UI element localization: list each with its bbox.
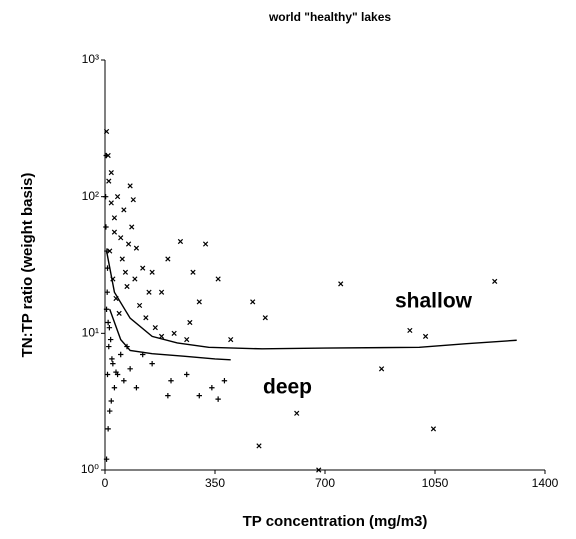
point <box>158 289 165 295</box>
point <box>492 278 498 284</box>
y-axis-label: TN:TP ratio (weight basis) <box>19 173 36 358</box>
point <box>422 333 429 340</box>
point <box>103 128 110 135</box>
point <box>103 306 110 312</box>
point <box>116 310 122 316</box>
x-axis-label: TP concentration (mg/m3) <box>243 513 428 530</box>
point <box>221 378 228 384</box>
point <box>209 385 215 391</box>
y-tick-label: 10³ <box>82 52 99 66</box>
point <box>133 385 140 391</box>
point <box>109 356 115 362</box>
point <box>103 224 109 230</box>
point <box>430 426 437 432</box>
point <box>107 336 114 343</box>
point <box>215 276 221 282</box>
fit-line <box>105 250 517 350</box>
point <box>108 169 114 176</box>
point <box>103 152 109 159</box>
point <box>106 343 112 350</box>
point <box>121 207 127 213</box>
point <box>102 193 109 200</box>
point <box>165 392 171 399</box>
shallow-label: shallow <box>395 290 473 313</box>
x-tick-label: 0 <box>102 476 109 490</box>
point <box>184 336 190 343</box>
point <box>110 360 116 367</box>
point <box>168 378 174 384</box>
point <box>146 289 152 295</box>
point <box>149 269 155 275</box>
point <box>124 283 130 290</box>
point <box>184 371 190 378</box>
point <box>202 241 209 247</box>
point <box>196 299 202 305</box>
point <box>190 269 196 275</box>
point <box>113 369 119 375</box>
point <box>104 289 110 295</box>
point <box>140 265 146 271</box>
point <box>108 398 114 404</box>
point <box>228 336 234 343</box>
deep-label: deep <box>263 376 312 399</box>
point <box>196 392 202 399</box>
point <box>262 315 268 321</box>
point <box>108 200 114 206</box>
y-tick-label: 10⁰ <box>81 462 99 476</box>
point <box>107 408 113 414</box>
x-tick-label: 1050 <box>422 476 449 490</box>
point <box>104 371 111 378</box>
point <box>215 396 221 402</box>
point <box>107 248 113 254</box>
point <box>121 378 127 384</box>
point <box>338 281 344 287</box>
point <box>149 360 155 367</box>
x-tick-label: 1400 <box>532 476 559 490</box>
point <box>111 385 118 391</box>
point <box>129 224 135 230</box>
point <box>118 351 124 358</box>
x-tick-label: 350 <box>205 476 225 490</box>
point <box>177 238 184 245</box>
point <box>136 302 143 309</box>
point <box>127 183 133 189</box>
point <box>122 269 129 275</box>
point <box>130 197 136 203</box>
fit-line <box>109 309 231 361</box>
point <box>125 241 132 247</box>
point <box>119 256 125 262</box>
point <box>106 324 113 331</box>
point <box>105 319 111 326</box>
point <box>127 366 133 372</box>
point <box>165 256 171 262</box>
point <box>143 315 149 321</box>
point <box>294 410 300 416</box>
y-tick-label: 10¹ <box>82 326 99 340</box>
point <box>111 229 118 235</box>
chart-title: world "healthy" lakes <box>268 10 391 24</box>
point <box>105 426 111 432</box>
y-tick-label: 10² <box>82 189 99 203</box>
point <box>250 299 256 305</box>
point <box>132 276 138 282</box>
point <box>378 366 385 372</box>
point <box>106 178 112 184</box>
point <box>256 443 262 449</box>
point <box>187 319 193 326</box>
point <box>103 456 110 462</box>
point <box>407 327 413 334</box>
point <box>111 215 118 221</box>
point <box>316 467 322 473</box>
point <box>133 245 140 251</box>
point <box>114 194 121 200</box>
point <box>118 235 124 241</box>
x-tick-label: 700 <box>315 476 335 490</box>
point <box>152 325 158 331</box>
point <box>171 330 177 336</box>
